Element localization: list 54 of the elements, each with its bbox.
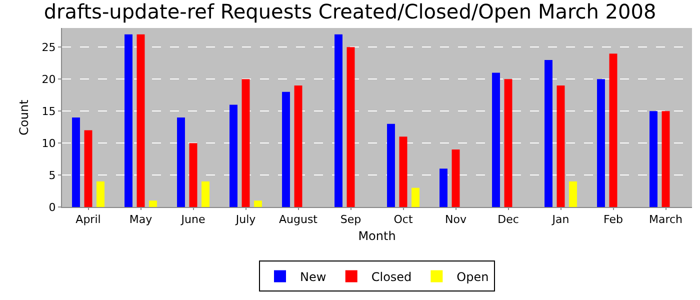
bar: [334, 34, 342, 207]
bar: [282, 92, 290, 207]
bar: [136, 34, 145, 207]
bar: [569, 181, 577, 207]
x-axis-title: Month: [358, 229, 396, 244]
x-tick-label: Feb: [604, 213, 623, 226]
x-tick-label: Nov: [445, 213, 467, 226]
x-tick-label: April: [76, 213, 101, 226]
y-tick-label: 5: [48, 168, 56, 182]
bar: [452, 149, 460, 207]
legend-label: Open: [456, 270, 489, 284]
bar: [346, 47, 355, 207]
bar: [492, 72, 500, 207]
bar: [96, 181, 104, 207]
bar: [84, 130, 92, 207]
y-tick-label: 20: [42, 72, 56, 86]
bar: [609, 54, 618, 207]
bar: [556, 86, 565, 207]
x-tick-label: May: [129, 213, 153, 226]
bar: [149, 200, 157, 207]
x-tick-label: August: [279, 213, 318, 226]
bar: [650, 111, 658, 207]
bar: [254, 200, 262, 207]
bar: [440, 168, 448, 207]
legend-label: New: [300, 270, 326, 284]
legend-label: Closed: [371, 270, 412, 284]
y-tick-label: 25: [42, 41, 56, 54]
bar: [189, 143, 198, 207]
bar: [294, 86, 302, 207]
x-tick-label: Dec: [498, 213, 519, 226]
x-tick-label: July: [234, 213, 256, 226]
x-tick-label: March: [648, 213, 683, 226]
x-tick-label: Oct: [394, 213, 414, 226]
y-tick-label: 10: [42, 136, 56, 150]
bar: [242, 79, 250, 207]
x-tick-label: Jan: [551, 213, 570, 226]
x-tick-label: Sep: [340, 213, 362, 226]
y-tick-label: 0: [48, 200, 56, 214]
bar: [124, 34, 132, 207]
bar: [177, 118, 185, 207]
bar: [72, 118, 80, 207]
y-axis-title: Count: [17, 99, 31, 136]
y-tick-label: 15: [42, 104, 56, 118]
bar: [662, 111, 670, 207]
bar: [230, 104, 238, 207]
bar: [597, 79, 605, 207]
chart-title: drafts-update-ref Requests Created/Closed/Open March 2008: [44, 0, 656, 24]
bar: [202, 181, 210, 207]
bar: [544, 60, 552, 207]
bar: [387, 124, 395, 207]
bar: [399, 136, 408, 207]
bar: [504, 79, 512, 207]
x-tick-label: June: [180, 213, 206, 226]
bar: [412, 188, 420, 207]
